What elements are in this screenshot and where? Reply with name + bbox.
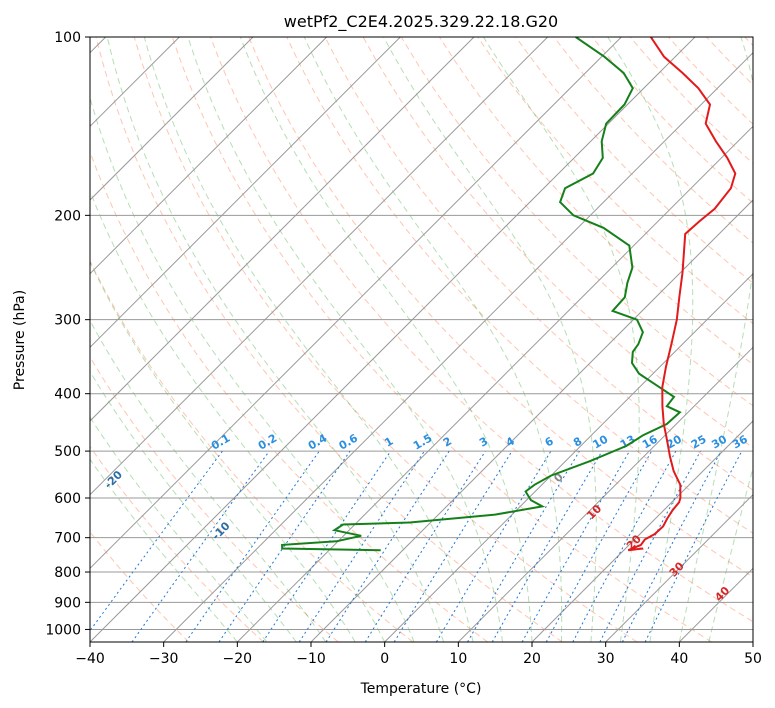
dry-adiabat-line bbox=[133, 37, 638, 642]
dry-adiabat-line bbox=[95, 37, 563, 642]
y-tick-label: 500 bbox=[54, 444, 81, 460]
moist-adiabat-line bbox=[708, 466, 753, 642]
isotherm-line bbox=[90, 37, 254, 201]
x-axis-ticks: −40 −30 −20 −10 0 10 20 30 40 50 bbox=[75, 642, 762, 667]
isotherm-line bbox=[90, 37, 475, 422]
mixing-ratio-line bbox=[521, 450, 630, 642]
x-tick-label: 50 bbox=[744, 651, 762, 667]
y-axis-ticks: 100 200 300 400 500 600 700 800 900 1000 bbox=[45, 30, 90, 638]
x-tick-label: −40 bbox=[75, 651, 105, 667]
moist-adiabat-line bbox=[143, 37, 474, 642]
mixing-ratio-line bbox=[572, 450, 677, 642]
moist-adiabat-line bbox=[383, 37, 597, 642]
y-axis-label: Pressure (hPa) bbox=[12, 290, 28, 390]
chart-title: wetPf2_C2E4.2025.329.22.18.G20 bbox=[284, 12, 558, 32]
moist-adiabat-line bbox=[90, 319, 327, 642]
moist-adiabat-line bbox=[303, 37, 563, 642]
mixing-ratio-line bbox=[325, 450, 450, 642]
mixing-ratio-line bbox=[131, 450, 270, 642]
x-tick-label: 40 bbox=[670, 651, 688, 667]
moist-adiabat-line bbox=[482, 37, 640, 642]
x-tick-label: 20 bbox=[523, 651, 541, 667]
isobars bbox=[90, 37, 753, 630]
mixing-ratio-line bbox=[467, 450, 580, 642]
mixing-ratio-line bbox=[393, 450, 513, 642]
moist-adiabat-line bbox=[90, 189, 386, 642]
x-tick-label: −20 bbox=[223, 651, 253, 667]
dry-adiabat-line bbox=[248, 37, 753, 578]
moist-adiabat-line bbox=[106, 37, 445, 642]
moist-adiabat-line bbox=[90, 370, 297, 642]
plot-frame bbox=[89, 36, 754, 643]
mixing-ratio-line bbox=[90, 450, 223, 632]
mixing-ratio-line bbox=[298, 450, 425, 642]
moist-adiabat-line bbox=[90, 458, 238, 642]
isotherms bbox=[90, 37, 753, 642]
mixing-ratio-lines bbox=[90, 450, 743, 642]
y-tick-label: 700 bbox=[54, 531, 81, 547]
isotherm-line bbox=[384, 272, 753, 642]
dry-adiabat-line bbox=[210, 37, 753, 623]
x-tick-label: 30 bbox=[597, 651, 615, 667]
y-tick-label: 400 bbox=[54, 387, 81, 403]
mixing-ratio-line bbox=[185, 450, 320, 642]
x-axis-label: Temperature (°C) bbox=[360, 681, 482, 697]
isotherm-line bbox=[531, 420, 753, 642]
x-tick-label: 0 bbox=[380, 651, 389, 667]
y-tick-label: 100 bbox=[54, 30, 81, 46]
x-tick-label: −30 bbox=[149, 651, 179, 667]
plot-area: 0.10.20.40.611.52346810131620253036-100-… bbox=[90, 37, 753, 642]
dry-adiabat-line bbox=[324, 37, 753, 491]
mixing-ratio-line bbox=[621, 450, 722, 642]
mixing-ratio-line bbox=[435, 450, 552, 642]
x-tick-label: 10 bbox=[449, 651, 467, 667]
isotherm-line bbox=[90, 37, 696, 642]
moist-adiabat-line bbox=[239, 37, 533, 642]
isotherm-line bbox=[90, 37, 622, 570]
moist-adiabat-line bbox=[90, 416, 268, 642]
y-tick-label: 600 bbox=[54, 491, 81, 507]
dry-adiabat-line bbox=[171, 37, 712, 642]
isotherm-line bbox=[90, 37, 328, 275]
moist-adiabat-line bbox=[187, 37, 503, 642]
isotherm-line bbox=[163, 51, 753, 642]
y-tick-label: 800 bbox=[54, 565, 81, 581]
dry-adiabat-line bbox=[90, 259, 414, 642]
moist-adiabat-line bbox=[607, 37, 694, 642]
isotherm-line bbox=[605, 493, 753, 642]
x-tick-label: −10 bbox=[296, 651, 326, 667]
isotherm-line bbox=[457, 346, 753, 642]
mixing-ratio-line bbox=[364, 450, 486, 642]
mixing-ratio-line bbox=[644, 450, 743, 642]
mixing-ratio-line bbox=[491, 450, 603, 642]
moist-adiabat-line bbox=[678, 37, 753, 642]
isotherm-line bbox=[310, 199, 753, 642]
dry-adiabat-line bbox=[515, 37, 753, 284]
dewpoint-series-line bbox=[281, 37, 682, 552]
isotherm-line bbox=[90, 37, 401, 349]
y-tick-label: 1000 bbox=[45, 622, 81, 638]
y-tick-label: 200 bbox=[54, 208, 81, 224]
mixing-ratio-line bbox=[545, 450, 653, 642]
y-tick-label: 900 bbox=[54, 595, 81, 611]
dry-adiabat-line bbox=[90, 445, 264, 642]
moist-adiabat-line bbox=[90, 260, 356, 642]
temperature-series-line bbox=[627, 37, 737, 552]
y-tick-label: 300 bbox=[54, 313, 81, 329]
mixing-ratio-line bbox=[599, 450, 701, 642]
isotherm-line bbox=[90, 37, 549, 496]
dry-adiabat-line bbox=[286, 37, 753, 534]
